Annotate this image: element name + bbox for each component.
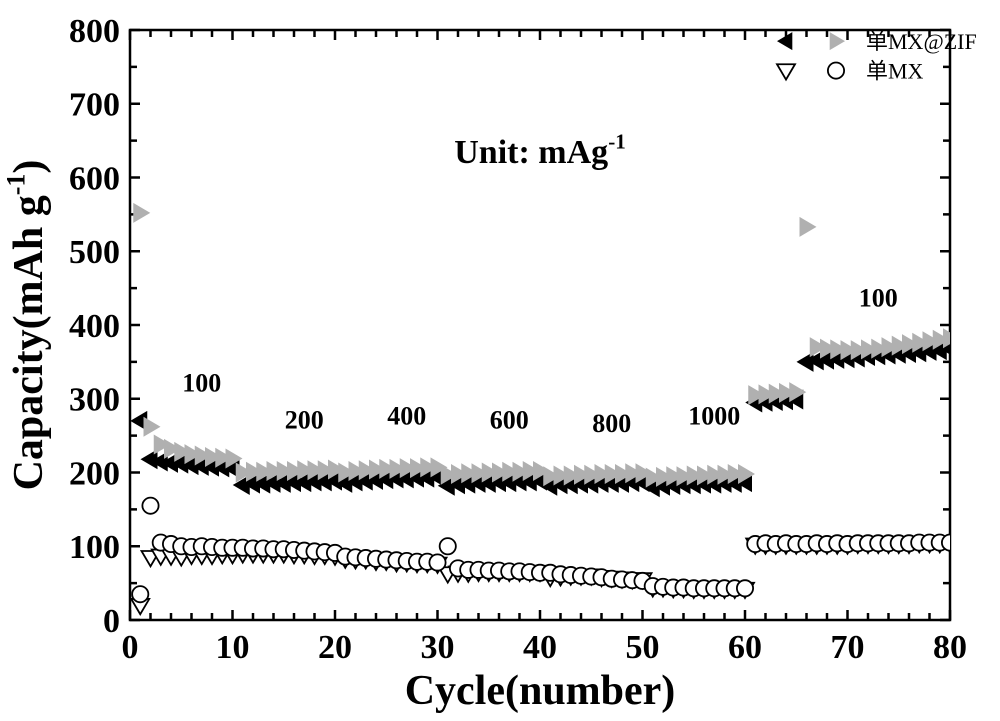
- rate-label: 800: [592, 409, 631, 438]
- y-tick-label: 300: [69, 382, 120, 419]
- chart-svg: 0102030405060708001002003004005006007008…: [0, 0, 1000, 721]
- x-tick-label: 70: [831, 629, 865, 666]
- rate-label: 200: [285, 405, 324, 434]
- y-tick-label: 600: [69, 160, 120, 197]
- legend-label-2: 单MX: [866, 58, 924, 83]
- rate-label: 1000: [688, 402, 740, 431]
- x-tick-label: 80: [933, 629, 967, 666]
- y-tick-label: 200: [69, 455, 120, 492]
- x-tick-label: 30: [421, 629, 455, 666]
- plot-border: [130, 30, 950, 620]
- x-tick-label: 50: [626, 629, 660, 666]
- rate-label: 600: [490, 405, 529, 434]
- rate-label: 100: [182, 368, 221, 397]
- chart-container: 0102030405060708001002003004005006007008…: [0, 0, 1000, 721]
- y-tick-label: 700: [69, 87, 120, 124]
- y-axis-label: Capacity(mAh g-1): [1, 160, 52, 491]
- legend-label-1: 单MX@ZIF: [866, 29, 977, 54]
- x-tick-label: 0: [122, 629, 139, 666]
- y-tick-label: 100: [69, 529, 120, 566]
- x-tick-label: 60: [728, 629, 762, 666]
- series-mxzif_light: [133, 203, 960, 488]
- y-tick-label: 0: [103, 603, 120, 640]
- y-tick-label: 400: [69, 308, 120, 345]
- unit-annotation: Unit: mAg-1: [454, 129, 626, 170]
- x-axis-label: Cycle(number): [405, 668, 676, 714]
- rate-label: 100: [859, 284, 898, 313]
- y-tick-label: 500: [69, 234, 120, 271]
- x-tick-label: 40: [523, 629, 557, 666]
- series-mx_circle: [132, 498, 958, 603]
- x-tick-label: 20: [318, 629, 352, 666]
- rate-label: 400: [387, 402, 426, 431]
- x-tick-label: 10: [216, 629, 250, 666]
- y-tick-label: 800: [69, 13, 120, 50]
